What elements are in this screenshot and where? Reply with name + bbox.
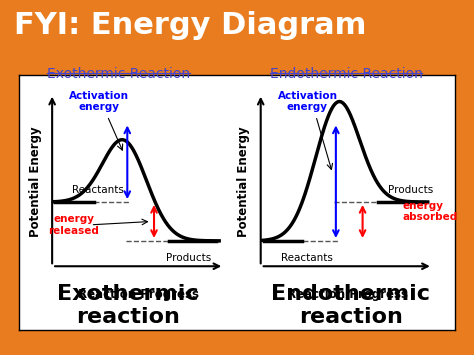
Text: energy
absorbed: energy absorbed: [403, 201, 458, 222]
Text: Exothermic Reaction: Exothermic Reaction: [47, 67, 190, 81]
Text: Activation
energy: Activation energy: [277, 91, 337, 113]
Text: Products: Products: [388, 185, 434, 195]
Text: Reactants: Reactants: [281, 253, 333, 263]
Text: Endothermic
reaction: Endothermic reaction: [271, 284, 430, 327]
Text: Potential Energy: Potential Energy: [29, 126, 42, 237]
Text: Endothermic Reaction: Endothermic Reaction: [270, 67, 422, 81]
Text: Reactants: Reactants: [72, 185, 124, 195]
Text: energy
released: energy released: [48, 214, 99, 236]
Text: Reaction Progress: Reaction Progress: [287, 288, 408, 301]
Text: Products: Products: [166, 253, 212, 263]
Text: Reaction Progress: Reaction Progress: [79, 288, 200, 301]
Text: Exothermic
reaction: Exothermic reaction: [57, 284, 199, 327]
Text: Potential Energy: Potential Energy: [237, 126, 250, 237]
Text: FYI: Energy Diagram: FYI: Energy Diagram: [14, 11, 366, 40]
Text: Activation
energy: Activation energy: [69, 91, 129, 113]
